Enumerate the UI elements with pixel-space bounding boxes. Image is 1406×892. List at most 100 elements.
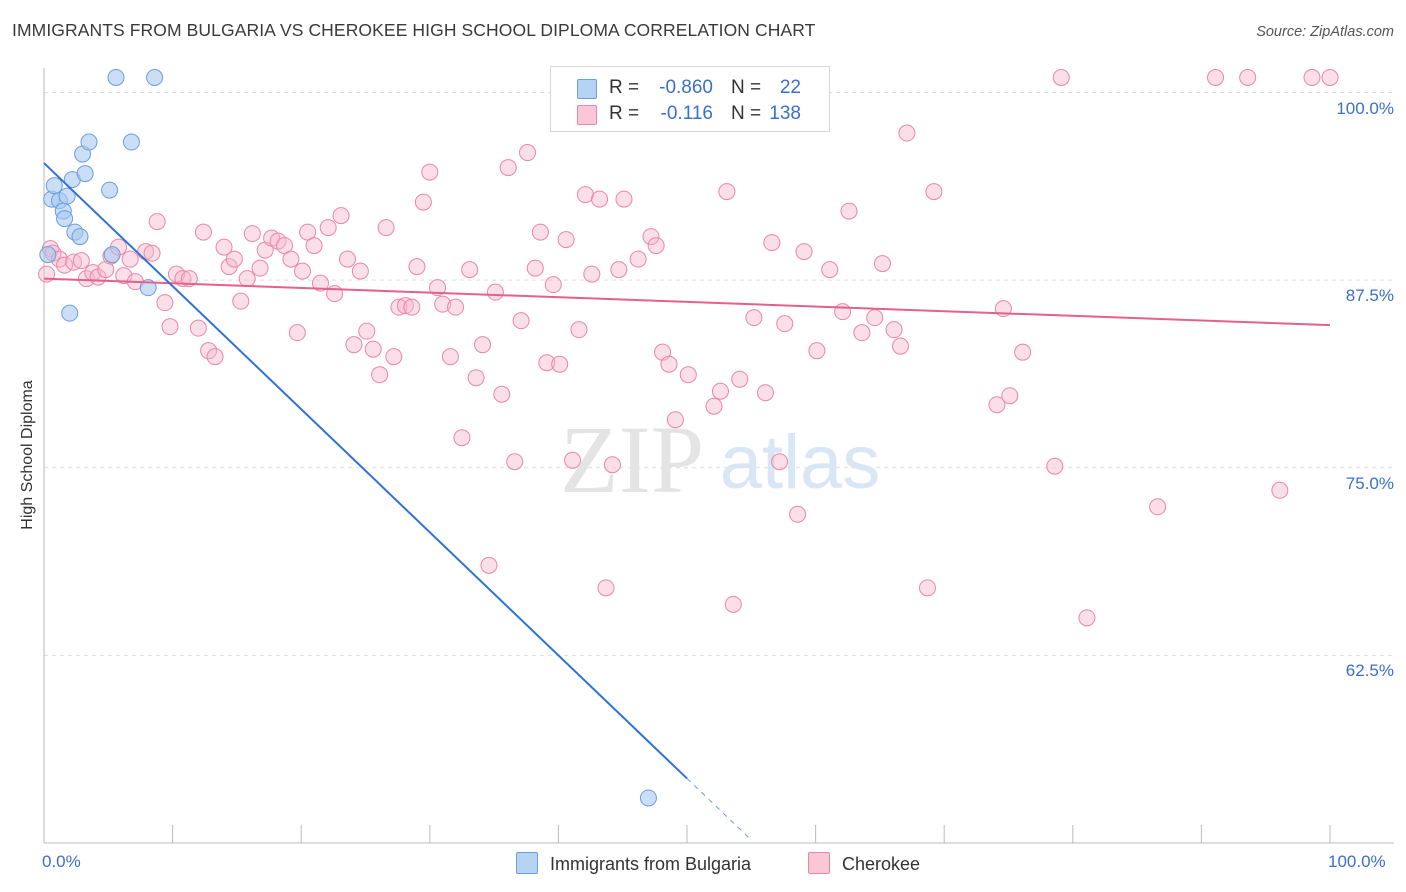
legend-item-cherokee: Cherokee [808,852,920,876]
cherokee-point [866,309,884,327]
r-label: R = [609,103,640,124]
cherokee-point [156,294,174,312]
cherokee-point [898,124,916,142]
bulgaria-point [101,181,119,199]
legend-label-bulgaria: Immigrants from Bulgaria [550,854,752,874]
cherokee-point [385,348,403,366]
cherokee-point [480,556,498,574]
cherokee-point [538,354,556,372]
n-label: N = [731,77,762,98]
bulgaria-point [146,69,164,87]
r-label: R = [609,77,640,98]
gridlines [44,92,1394,656]
cherokee-point [282,250,300,268]
cherokee-point [918,579,936,597]
cherokee-legend-swatch [808,852,830,875]
cherokee-point [776,315,794,333]
cherokee-point [840,202,858,220]
cherokee-point [853,324,871,342]
cherokee-point [731,370,749,388]
cherokee-point [551,355,569,373]
cherokee-point [642,228,660,246]
cherokee-point [311,274,329,292]
cherokee-point [1239,69,1257,87]
cherokee-point [180,270,198,288]
cherokee-point [1046,457,1064,475]
cherokee-point [1207,69,1225,87]
cherokee-point [1001,387,1019,405]
cherokee-point [610,261,628,279]
cherokee-point [251,259,269,277]
cherokee-point [1303,69,1321,87]
bulgaria-point [139,279,157,297]
cherokee-point [364,340,382,358]
cherokee-point [834,303,852,321]
cherokee-point [519,144,537,162]
cherokee-point [72,252,90,270]
cherokee-point [666,411,684,429]
cherokee-point [988,396,1006,414]
cherokee-point [421,163,439,181]
cherokee-point [591,190,609,208]
cherokee-point [576,186,594,204]
cherokee-trend-line [43,277,1331,327]
r-value: -0.116 [660,103,713,124]
cherokee-point [512,312,530,330]
cherokee-point [403,298,421,316]
cherokee-point [745,309,763,327]
cherokee-point [161,318,179,336]
cherokee-point [441,348,459,366]
legend-label-cherokee: Cherokee [842,854,921,874]
cherokee-point [891,337,909,355]
correlation-legend: R = -0.860 N = 22 R = -0.116 N = 138 [550,66,830,132]
cherokee-point [461,261,479,279]
r-value: -0.860 [659,77,713,98]
y-tick-label: 62.5% [1345,661,1394,681]
cherokee-point [873,255,891,273]
cherokee-point [660,355,678,373]
cherokee-point [615,190,633,208]
cherokee-point [1321,69,1339,87]
y-tick-label: 87.5% [1345,286,1394,306]
bulgaria-point [39,246,57,264]
bulgaria-point [80,133,98,151]
cherokee-point [597,579,615,597]
cherokee-point [564,451,582,469]
cherokee-point [756,384,774,402]
cherokee-point [338,250,356,268]
cherokee-point [544,276,562,294]
cherokee-point [414,193,432,211]
bulgaria-point [76,165,94,183]
cherokee-point [377,219,395,237]
cherokee-point [808,342,826,360]
bulgaria-point [58,187,76,205]
bulgaria-legend-swatch [516,852,538,875]
cherokee-point [345,336,363,354]
cherokee-point [351,262,369,280]
x-tick-max: 100.0% [1328,852,1386,871]
cherokee-point [1014,343,1032,361]
cherokee-point [486,283,504,301]
cherokee-point [143,244,161,262]
cherokee-point [474,336,492,354]
cherokee-point [1052,69,1070,87]
cherokee-points [38,69,1339,627]
cherokee-point [629,250,647,268]
cherokee-point [705,397,723,415]
bulgaria-point [639,789,657,807]
cherokee-point [447,298,465,316]
cherokee-point [225,250,243,268]
cherokee-point [724,595,742,613]
cherokee-point [763,234,781,252]
cherokee-point [56,256,74,274]
x-tick-min: 0.0% [42,852,81,871]
cherokee-point [453,429,471,447]
cherokee-point [679,366,697,384]
cherokee-point [925,183,943,201]
cherokee-point [148,213,166,231]
cherokee-point [603,456,621,474]
cherokee-point [718,183,736,201]
cherokee-point [396,297,414,315]
cherokee-point [467,369,485,387]
